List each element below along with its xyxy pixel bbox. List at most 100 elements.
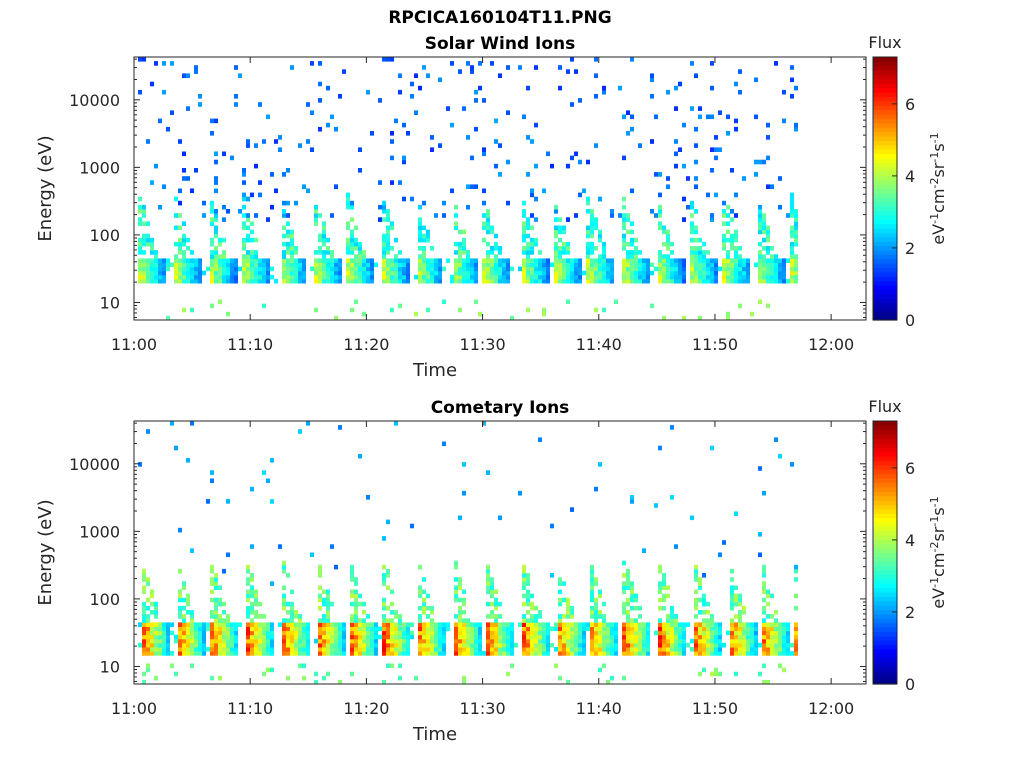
spectrogram-cell	[722, 540, 726, 545]
spectrogram-cell	[190, 307, 194, 313]
spectrogram-cell	[794, 213, 798, 218]
spectrogram-cell	[774, 262, 778, 268]
spectrogram-cell	[386, 638, 390, 644]
spectrogram-cell	[770, 642, 774, 648]
spectrogram-cell	[646, 622, 650, 627]
spectrogram-cell	[638, 250, 642, 255]
spectrogram-cell	[658, 266, 662, 272]
spectrogram-cell	[526, 638, 530, 644]
colorbar-swatch	[873, 311, 897, 317]
spectrogram-cell	[666, 274, 670, 280]
spectrogram-cell	[590, 564, 594, 570]
spectrogram-cell	[658, 254, 662, 259]
spectrogram-cell	[790, 233, 794, 239]
spectrogram-cell	[186, 597, 190, 603]
spectrogram-cell	[266, 667, 270, 673]
spectrogram-cell	[586, 262, 590, 268]
spectrogram-cell	[486, 470, 490, 475]
spectrogram-cell	[266, 634, 270, 640]
spectrogram-cell	[218, 647, 222, 652]
spectrogram-cell	[442, 622, 446, 627]
spectrogram-cell	[478, 626, 482, 632]
spectrogram-cell	[762, 585, 766, 590]
spectrogram-cell	[214, 605, 218, 611]
spectrogram-cell	[738, 630, 742, 636]
colorbar-label: eV-1cm-2sr-1s-1	[928, 132, 949, 244]
spectrogram-cell	[530, 213, 534, 218]
spectrogram-cell	[322, 651, 326, 656]
spectrogram-cell	[350, 642, 354, 648]
spectrogram-cell	[226, 642, 230, 648]
spectrogram-cell	[230, 651, 234, 656]
spectrogram-cell	[758, 254, 762, 259]
spectrogram-cell	[146, 647, 150, 652]
spectrogram-cell	[558, 651, 562, 656]
spectrogram-cell	[578, 258, 582, 263]
spectrogram-cell	[194, 642, 198, 648]
spectrogram-cell	[474, 89, 478, 95]
spectrogram-cell	[386, 217, 390, 222]
spectrogram-cell	[190, 663, 194, 669]
spectrogram-cell	[694, 651, 698, 656]
spectrogram-cell	[522, 200, 526, 206]
spectrogram-cell	[262, 270, 266, 276]
spectrogram-cell	[770, 266, 774, 272]
spectrogram-cell	[606, 634, 610, 640]
spectrogram-cell	[226, 258, 230, 263]
spectrogram-cell	[318, 593, 322, 599]
spectrogram-cell	[714, 258, 718, 263]
colorbar-title: Flux	[868, 397, 901, 416]
spectrogram-cell	[682, 258, 686, 263]
spectrogram-cell	[442, 266, 446, 272]
spectrogram-cell	[682, 262, 686, 268]
spectrogram-cell	[322, 630, 326, 636]
spectrogram-cell	[150, 274, 154, 280]
spectrogram-cell	[690, 250, 694, 255]
spectrogram-cell	[778, 626, 782, 632]
spectrogram-cell	[534, 618, 538, 623]
spectrogram-cell	[358, 254, 362, 259]
spectrogram-cell	[638, 651, 642, 656]
spectrogram-cell	[674, 651, 678, 656]
spectrogram-cell	[602, 89, 606, 95]
spectrogram-cell	[230, 278, 234, 284]
spectrogram-cell	[242, 262, 246, 268]
spectrogram-cell	[750, 626, 754, 632]
x-tick-label: 11:00	[111, 335, 157, 354]
spectrogram-cell	[534, 622, 538, 627]
spectrogram-cell	[750, 634, 754, 640]
spectrogram-cell	[578, 278, 582, 284]
spectrogram-cell	[714, 634, 718, 640]
spectrogram-cell	[250, 486, 254, 492]
spectrogram-cell	[246, 581, 250, 586]
spectrogram-cell	[318, 618, 322, 623]
colorbar-swatch	[873, 210, 897, 216]
spectrogram-cell	[374, 630, 378, 636]
spectrogram-cell	[710, 278, 714, 284]
spectrogram-cell	[494, 634, 498, 640]
spectrogram-cell	[282, 605, 286, 611]
spectrogram-cell	[490, 225, 494, 231]
spectrogram-cell	[790, 266, 794, 272]
spectrogram-cell	[490, 250, 494, 255]
spectrogram-cell	[234, 626, 238, 632]
spectrogram-cell	[382, 262, 386, 268]
spectrogram-cell	[662, 647, 666, 652]
spectrogram-cell	[486, 601, 490, 607]
spectrogram-cell	[350, 614, 354, 619]
spectrogram-cell	[306, 647, 310, 652]
spectrogram-cell	[142, 638, 146, 644]
spectrogram-cell	[594, 618, 598, 623]
spectrogram-cell	[678, 638, 682, 644]
spectrogram-cell	[186, 73, 190, 78]
colorbar-swatch	[873, 306, 897, 312]
spectrogram-cell	[242, 274, 246, 280]
spectrogram-cell	[290, 642, 294, 648]
spectrogram-cell	[590, 258, 594, 263]
colorbar-swatch	[873, 201, 897, 207]
spectrogram-cell	[626, 642, 630, 648]
spectrogram-cell	[194, 622, 198, 627]
spectrogram-cell	[658, 568, 662, 574]
spectrogram-cell	[658, 634, 662, 640]
spectrogram-cell	[566, 610, 570, 615]
